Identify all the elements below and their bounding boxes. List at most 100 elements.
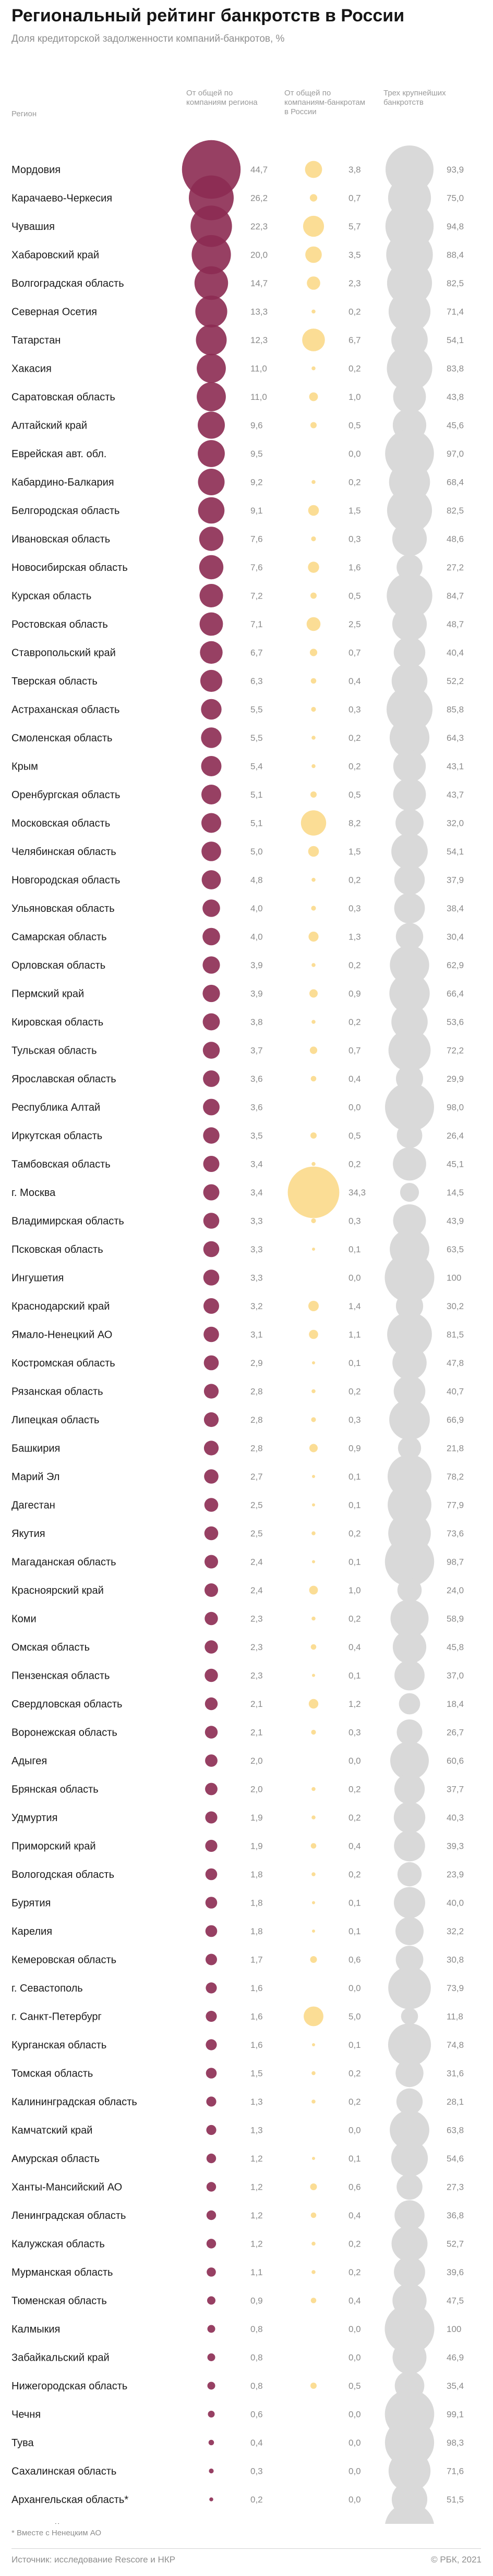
share-russia-label: 0,2	[348, 1529, 361, 1539]
top3-label: 66,4	[447, 989, 464, 999]
share-region-label: 4,8	[250, 875, 263, 885]
bubble-share-region	[198, 440, 225, 467]
top3-label: 48,7	[447, 619, 464, 629]
bubble-share-region	[205, 1754, 218, 1767]
share-russia-label: 0,0	[348, 1103, 361, 1113]
top3-label: 37,7	[447, 1785, 464, 1794]
bubble-share-region	[201, 785, 221, 804]
share-region-label: 3,3	[250, 1244, 263, 1254]
bubble-share-russia	[309, 989, 318, 998]
top3-label: 52,2	[447, 676, 464, 686]
bubble-share-region	[205, 1697, 218, 1711]
bubble-share-region	[202, 984, 220, 1003]
bubble-share-russia	[311, 1872, 316, 1876]
bubble-share-region	[199, 527, 224, 551]
region-label: Камчатский край	[11, 2125, 92, 2137]
bubble-top3	[387, 487, 432, 533]
share-russia-label: 0,5	[348, 2381, 361, 2391]
top3-label: 30,4	[447, 932, 464, 942]
bubble-share-russia	[311, 2071, 316, 2076]
share-russia-label: 0,6	[348, 2182, 361, 2192]
share-region-label: 5,4	[250, 762, 263, 772]
bubble-share-region	[204, 1469, 219, 1484]
bubble-share-region	[206, 2153, 217, 2164]
bubble-top3	[394, 864, 425, 895]
top3-label: 100	[447, 2523, 461, 2524]
bubble-share-russia	[308, 561, 319, 573]
bubble-share-russia	[309, 194, 318, 202]
region-label: Томская область	[11, 2068, 93, 2080]
bubble-top3	[395, 923, 424, 950]
share-russia-label: 0,2	[348, 1813, 361, 1823]
share-russia-label: 1,5	[348, 847, 361, 857]
top3-label: 37,9	[447, 875, 464, 885]
bubble-share-region	[205, 1811, 218, 1824]
share-russia-label: 0,0	[348, 1273, 361, 1283]
share-russia-label: 0,1	[348, 1926, 361, 1936]
bubble-top3	[388, 2450, 431, 2492]
bubble-share-russia	[310, 2298, 317, 2303]
share-russia-label: 0,2	[348, 733, 361, 743]
bubble-top3	[384, 2304, 435, 2354]
bubble-top3	[397, 1862, 422, 1887]
bubble-share-russia	[309, 1585, 318, 1595]
bubble-share-region	[195, 295, 227, 328]
share-region-label: 9,5	[250, 449, 263, 459]
bubble-share-region	[194, 266, 229, 300]
region-label: Коми	[11, 1614, 37, 1625]
bubble-share-russia	[312, 1361, 315, 1364]
top3-label: 51,5	[447, 2495, 464, 2505]
bubble-share-russia	[311, 309, 316, 314]
share-russia-label: 0,0	[348, 2467, 361, 2476]
share-russia-label: 0,5	[348, 421, 361, 431]
share-russia-label: 0,2	[348, 960, 361, 970]
bubble-share-region	[201, 870, 221, 889]
top3-label: 32,0	[447, 819, 464, 828]
share-region-label: 1,8	[250, 1898, 263, 1908]
share-russia-label: 0,1	[348, 1358, 361, 1368]
region-label: Красноярский край	[11, 1585, 104, 1596]
bubble-share-russia	[303, 215, 324, 237]
share-region-label: 20,0	[250, 250, 268, 260]
bubble-top3	[388, 1029, 431, 1071]
share-region-label: 2,0	[250, 1785, 263, 1794]
bubble-share-russia	[311, 2270, 316, 2274]
bubble-top3	[394, 893, 425, 924]
region-label: Ямало-Ненецкий АО	[11, 1329, 112, 1341]
region-label: Самарская область	[11, 932, 107, 943]
chart-title: Региональный рейтинг банкротств в России	[11, 6, 405, 26]
bubble-top3	[389, 1399, 430, 1440]
bubble-share-region	[207, 2382, 215, 2390]
bubble-share-russia	[310, 2183, 317, 2190]
share-russia-label: 0,2	[348, 1159, 361, 1169]
bubble-share-russia	[311, 1531, 316, 1535]
bubble-share-region	[206, 2125, 217, 2135]
bubble-top3	[392, 1346, 427, 1380]
share-russia-label: 0,1	[348, 1557, 361, 1567]
share-region-label: 1,1	[250, 2267, 263, 2277]
bubble-share-region	[203, 1412, 219, 1427]
bubble-share-region	[203, 1184, 220, 1201]
top3-label: 14,5	[447, 1188, 464, 1198]
share-region-label: 2,8	[250, 1444, 263, 1454]
top3-label: 27,2	[447, 563, 464, 572]
bubble-top3	[387, 346, 432, 391]
bubble-top3	[388, 2023, 431, 2067]
top3-label: 45,6	[447, 421, 464, 431]
share-russia-label: 0,4	[348, 1074, 361, 1084]
region-label: Владимирская область	[11, 1216, 124, 1227]
bubble-share-russia	[311, 1815, 316, 1820]
share-region-label: 2,1	[250, 1699, 263, 1709]
bubble-share-region	[206, 2010, 217, 2022]
bubble-share-russia	[312, 1475, 315, 1478]
share-region-label: 0,8	[250, 2381, 263, 2391]
top3-label: 40,7	[447, 1387, 464, 1397]
bubble-share-region	[202, 956, 220, 974]
region-label: Орловская область	[11, 960, 105, 971]
top3-label: 94,8	[447, 222, 464, 231]
bubble-share-russia	[311, 536, 316, 542]
top3-label: 39,6	[447, 2267, 464, 2277]
bubble-top3	[391, 833, 428, 870]
top3-label: 23,9	[447, 1870, 464, 1879]
bubble-share-russia	[311, 1417, 316, 1422]
